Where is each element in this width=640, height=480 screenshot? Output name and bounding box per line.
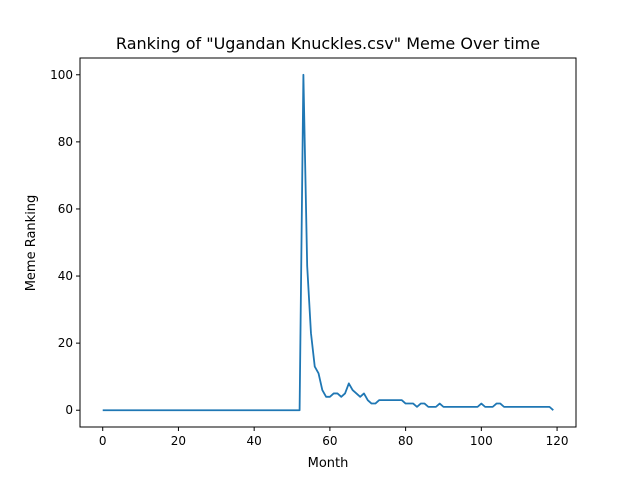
- plot-area: [79, 57, 577, 428]
- chart-title: Ranking of "Ugandan Knuckles.csv" Meme O…: [116, 34, 540, 53]
- x-tick-label: 120: [546, 434, 569, 448]
- y-tick-label: 100: [50, 68, 73, 82]
- y-tick-label: 40: [58, 269, 73, 283]
- x-tick-label: 60: [322, 434, 337, 448]
- plot-frame: [79, 57, 577, 428]
- y-axis-label: Meme Ranking: [24, 195, 39, 292]
- y-tick-label: 60: [58, 202, 73, 216]
- y-tick-label: 80: [58, 135, 73, 149]
- x-axis: 0 20 40 60 80 100 120: [99, 427, 569, 448]
- y-axis: 0 20 40 60 80 100: [50, 68, 80, 417]
- x-tick-label: 40: [247, 434, 262, 448]
- series-line-0: [102, 73, 554, 412]
- y-tick-label: 20: [58, 336, 73, 350]
- x-axis-label: Month: [308, 456, 349, 471]
- x-tick-label: 80: [398, 434, 413, 448]
- x-tick-label: 100: [470, 434, 493, 448]
- y-tick-label: 0: [65, 403, 73, 417]
- x-tick-label: 20: [171, 434, 186, 448]
- x-tick-label: 0: [99, 434, 107, 448]
